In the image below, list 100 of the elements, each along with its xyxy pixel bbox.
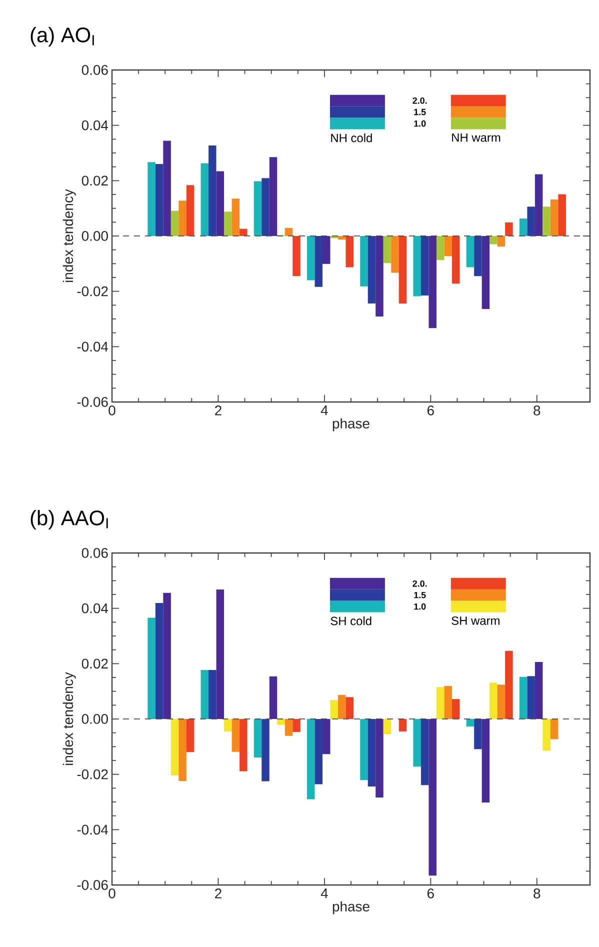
bar [178,200,186,236]
chart-title: (b) AAO$_{I}$ [30,510,108,530]
x-tick-label: 4 [320,406,328,416]
annotation: SH warm [452,616,500,625]
bar [322,236,330,264]
bar [534,174,543,236]
x-axis-title: phase [332,418,370,432]
annotation: 1.5 [414,592,426,598]
y-tick-label: 0.02 [82,658,108,669]
y-tick-label: 0.06 [82,548,108,558]
x-tick-label: 0 [108,888,116,898]
bar [216,171,224,236]
bar [383,236,392,264]
bar [232,198,240,236]
bar [527,676,535,719]
bar [444,236,452,256]
bar [292,236,300,276]
bar [170,718,179,776]
bar [338,236,346,240]
x-tick-label: 2 [215,406,222,416]
x-tick-label: 2 [215,888,222,898]
bar [452,236,460,284]
bar [254,181,262,236]
bar [436,236,444,260]
annotation: SH cold [330,616,372,626]
bar [346,697,354,719]
bar [527,206,535,236]
bar [550,199,558,236]
bar [322,718,330,754]
bar [413,718,421,767]
bar [240,228,248,236]
bar [558,194,566,236]
y-tick-label: 0.00 [82,231,108,241]
annotation: NH warm [452,133,500,142]
bar [224,718,232,732]
bar [519,676,528,719]
bar [360,236,368,286]
annotation: 1.5 [414,108,426,116]
annotation: 2.0. [412,97,427,104]
bar [208,146,216,236]
x-tick-label: 4 [320,888,328,898]
bar [155,603,164,719]
annotation: 1.0 [414,120,426,127]
bar [482,718,490,803]
y-tick-label: -0.04 [77,824,108,835]
bar [269,157,278,236]
bar [148,162,156,236]
bar [148,618,156,719]
bar [466,236,474,268]
bar [254,718,262,758]
bar [269,676,278,719]
bar [420,236,429,296]
x-tick-label: 8 [534,406,540,416]
bar [452,699,460,719]
bar [368,236,376,304]
bar [306,718,315,800]
bar [398,236,407,304]
bar [428,718,436,876]
bar [360,718,368,780]
bar [534,662,543,719]
x-tick-label: 0 [108,406,116,416]
y-tick-label: 0.02 [82,176,108,186]
bar [163,592,171,719]
x-tick-label: 8 [534,888,540,898]
bar [482,236,490,310]
bar [262,178,270,236]
bar [497,236,506,246]
bar [338,694,346,719]
bar [490,236,498,244]
annotation: 1.0 [414,603,426,610]
bar [200,163,209,236]
y-tick-label: -0.06 [77,397,108,407]
y-tick-label: 0.06 [82,65,108,75]
bar [376,236,384,316]
y-tick-label: -0.02 [77,769,108,780]
bar [216,590,224,719]
bar [232,718,240,752]
bar [398,718,407,732]
bar [505,650,513,719]
bar [292,718,300,732]
bar [368,718,376,786]
bar [262,718,270,782]
bar [200,670,209,719]
bar [420,718,429,786]
bar [542,718,550,751]
bar [170,210,179,236]
bar [306,236,315,280]
x-tick-label: 6 [427,406,434,416]
bar [284,228,293,236]
bar [330,700,338,719]
bar [474,236,482,276]
y-tick-label: 0.04 [82,120,108,130]
bar [277,718,285,725]
bar [550,718,558,740]
bar [383,718,392,734]
y-tick-label: 0.04 [82,603,108,614]
annotation: 2.0. [412,580,427,587]
bar [208,670,216,719]
bar [542,206,550,236]
bar [428,236,436,328]
